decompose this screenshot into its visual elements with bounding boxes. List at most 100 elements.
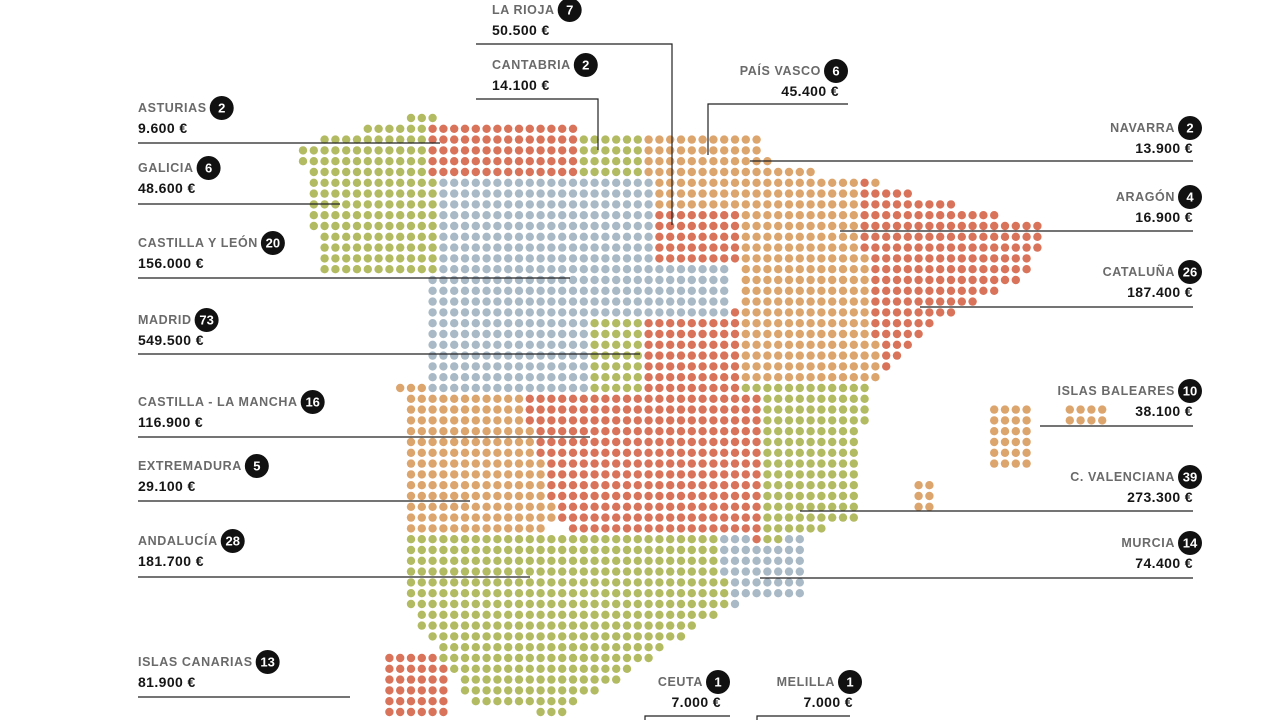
map-dot	[784, 254, 794, 263]
map-dot	[396, 178, 405, 187]
map-dot	[493, 491, 502, 501]
map-dot	[655, 351, 664, 360]
map-dot	[990, 427, 999, 436]
map-dot	[482, 556, 491, 565]
map-dot	[590, 459, 599, 468]
map-dot	[784, 383, 794, 393]
map-dot	[730, 189, 740, 198]
map-dot	[547, 167, 556, 177]
map-dot	[774, 405, 783, 414]
map-dot	[558, 232, 567, 241]
map-dot	[396, 254, 405, 263]
map-dot	[730, 448, 740, 457]
map-dot	[838, 200, 848, 209]
map-dot	[752, 146, 761, 155]
map-dot	[504, 351, 513, 360]
map-dot	[536, 275, 545, 285]
map-dot	[698, 254, 707, 263]
map-dot	[817, 297, 826, 306]
map-dot	[806, 437, 815, 447]
map-dot	[633, 621, 642, 630]
map-dot	[417, 243, 426, 252]
map-dot	[504, 124, 513, 133]
map-dot	[644, 362, 653, 371]
map-dot	[752, 513, 761, 522]
map-dot	[741, 297, 750, 306]
map-dot	[633, 308, 642, 317]
map-dot	[471, 686, 480, 695]
map-dot	[914, 200, 923, 209]
map-dot	[666, 459, 675, 468]
map-dot	[601, 643, 610, 652]
amount: 38.100 €	[1135, 403, 1193, 419]
map-dot	[849, 481, 858, 490]
map-dot	[417, 567, 426, 576]
map-dot	[504, 416, 513, 425]
map-dot	[396, 200, 405, 209]
map-dot	[633, 437, 642, 447]
map-dot	[720, 308, 729, 317]
map-dot	[417, 200, 426, 209]
map-dot	[741, 243, 750, 252]
map-dot	[763, 578, 772, 587]
map-dot	[1022, 459, 1031, 468]
map-dot	[579, 643, 588, 652]
map-dot	[504, 329, 513, 339]
map-dot	[622, 340, 632, 349]
map-dot	[622, 405, 632, 414]
map-dot	[774, 373, 783, 382]
map-dot	[417, 535, 426, 544]
map-dot	[720, 502, 729, 511]
map-dot	[525, 502, 534, 511]
map-dot	[590, 610, 599, 619]
map-dot	[687, 491, 696, 501]
map-dot	[428, 470, 437, 479]
map-dot	[622, 632, 632, 641]
map-dot	[741, 427, 750, 436]
map-dot	[525, 448, 534, 457]
map-dot	[763, 545, 772, 555]
map-dot	[655, 437, 664, 447]
map-dot	[374, 167, 383, 177]
map-dot	[806, 524, 815, 533]
map-dot	[806, 405, 815, 414]
map-dot	[655, 373, 664, 382]
map-dot	[698, 167, 707, 177]
map-dot	[828, 470, 837, 479]
map-dot	[838, 373, 848, 382]
map-dot	[590, 437, 599, 447]
map-dot	[536, 146, 545, 155]
map-dot	[817, 232, 826, 241]
map-dot	[568, 405, 578, 414]
map-dot	[655, 275, 664, 285]
map-dot	[601, 470, 610, 479]
map-dot	[439, 254, 448, 263]
map-dot	[471, 254, 480, 263]
map-dot	[536, 502, 545, 511]
map-dot	[957, 232, 966, 241]
map-dot	[460, 319, 470, 328]
map-dot	[558, 567, 567, 576]
region-name: MURCIA	[1121, 536, 1175, 550]
map-dot	[601, 513, 610, 522]
map-dot	[849, 340, 858, 349]
map-dot	[471, 297, 480, 306]
map-dot	[493, 286, 502, 295]
map-dot	[482, 643, 491, 652]
amount: 549.500 €	[138, 332, 204, 348]
map-dot	[633, 200, 642, 209]
map-dot	[774, 308, 783, 317]
region-name: CATALUÑA	[1103, 264, 1175, 279]
map-dot	[536, 686, 545, 695]
map-dot	[504, 686, 513, 695]
region-label: NAVARRA 213.900 €	[750, 116, 1202, 162]
map-dot	[828, 362, 837, 371]
map-dot	[720, 491, 729, 501]
map-dot	[493, 437, 502, 447]
map-dot	[774, 232, 783, 241]
map-dot	[439, 513, 448, 522]
map-dot	[666, 524, 675, 533]
map-dot	[568, 491, 578, 501]
map-dot	[493, 221, 502, 231]
map-dot	[525, 578, 534, 587]
